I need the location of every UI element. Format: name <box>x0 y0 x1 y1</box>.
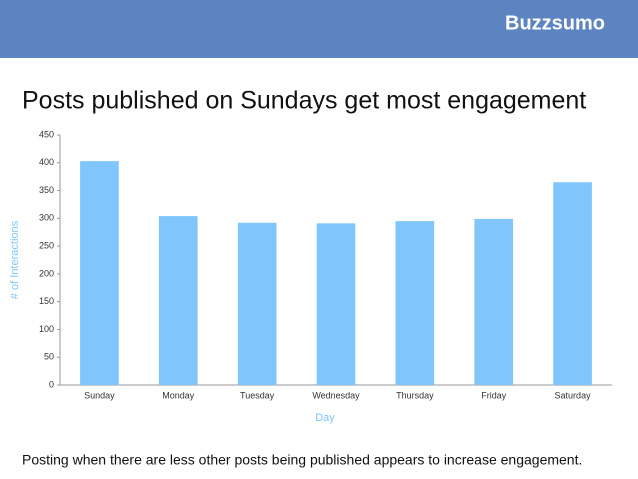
bar <box>316 223 356 385</box>
y-tick-label: 300 <box>39 213 54 223</box>
slide-title: Posts published on Sundays get most enga… <box>22 87 586 115</box>
x-tick-label: Tuesday <box>240 390 275 400</box>
bar <box>237 222 277 385</box>
logo: Buzzsumo <box>505 12 605 34</box>
y-tick-label: 50 <box>44 352 54 362</box>
y-tick-label: 0 <box>49 379 54 389</box>
x-tick-label: Friday <box>481 390 507 400</box>
x-tick-label: Saturday <box>555 390 592 400</box>
bar <box>158 216 198 385</box>
footer-text: Posting when there are less other posts … <box>22 452 582 468</box>
bar <box>553 182 592 385</box>
x-axis-title: Day <box>315 412 335 424</box>
bar <box>80 161 119 385</box>
x-tick-label: Sunday <box>84 390 115 400</box>
y-axis-title: # of Interactions <box>9 220 21 299</box>
x-tick-label: Thursday <box>396 390 434 400</box>
bar <box>474 218 514 385</box>
y-tick-label: 250 <box>39 240 54 250</box>
y-tick-label: 450 <box>39 129 54 139</box>
y-tick-label: 350 <box>39 185 54 195</box>
bar <box>395 221 435 385</box>
y-tick-label: 150 <box>39 296 54 306</box>
y-tick-label: 400 <box>39 157 54 167</box>
x-tick-label: Monday <box>162 390 195 400</box>
header-bar <box>0 0 638 58</box>
y-tick-label: 100 <box>39 324 54 334</box>
y-tick-label: 200 <box>39 268 54 278</box>
x-tick-label: Wednesday <box>312 390 360 400</box>
